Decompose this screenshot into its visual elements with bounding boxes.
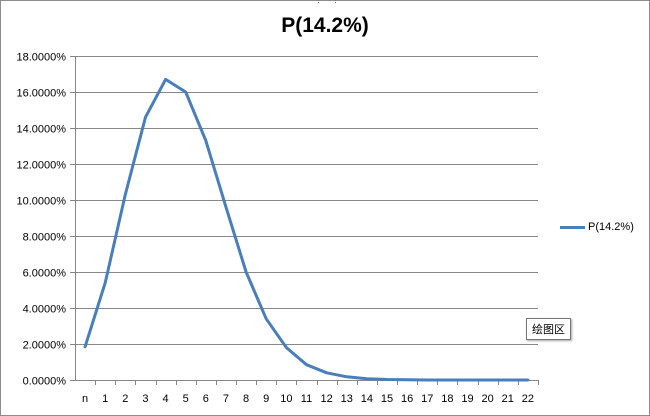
y-tick-label: 18.0000% — [16, 52, 66, 64]
x-tick-label: 6 — [203, 393, 209, 405]
plot-area-tooltip: 绘图区 — [526, 318, 571, 340]
x-tick-label: 11 — [301, 393, 312, 405]
y-tick-label: 0.0000% — [23, 376, 67, 388]
grid-lines — [75, 56, 538, 345]
legend[interactable]: P(14.2%) — [560, 221, 634, 233]
y-tick-label: 10.0000% — [16, 196, 66, 208]
y-tick-label: 16.0000% — [16, 88, 66, 100]
y-tick-label: 8.0000% — [23, 232, 67, 244]
resize-handle[interactable] — [318, 0, 336, 3]
x-tick-label: 18 — [441, 393, 453, 405]
x-tick-label: 15 — [381, 393, 393, 405]
x-tick-label: 5 — [183, 393, 189, 405]
x-tick-label: 12 — [321, 393, 333, 405]
axes — [75, 56, 538, 381]
y-tick-label: 12.0000% — [16, 160, 66, 172]
series-layer — [83, 77, 530, 382]
x-tick-label: 10 — [280, 393, 292, 405]
y-tick-label: 4.0000% — [23, 304, 67, 316]
x-tick-label: n — [82, 393, 88, 405]
x-tick-label: 3 — [142, 393, 148, 405]
x-tick-label: 21 — [502, 393, 514, 405]
y-tick-label: 6.0000% — [23, 268, 67, 280]
x-tick-label: 7 — [223, 393, 229, 405]
x-tick-label: 2 — [122, 393, 128, 405]
x-tick-label: 17 — [421, 393, 433, 405]
x-tick-label: 22 — [522, 393, 534, 405]
x-tick-label: 20 — [482, 393, 494, 405]
x-tick-label: 8 — [243, 393, 249, 405]
legend-swatch — [560, 225, 585, 229]
x-tick-label: 1 — [102, 393, 108, 405]
y-tick-label: 2.0000% — [23, 340, 67, 352]
x-tick-label: 4 — [163, 393, 169, 405]
x-axis-tick-labels: n 1 2 3 4 5 6 7 8 9 10 11 12 13 14 15 16 17 18 19 20 21 22 — [82, 380, 539, 405]
x-tick-label: 13 — [341, 393, 353, 405]
chart-title: P(14.2%) — [281, 14, 369, 37]
x-tick-label: 14 — [361, 393, 373, 405]
y-axis-tick-labels: 0.0000% 2.0000% 4.0000% 6.0000% 8.0000% 10.00… — [16, 52, 75, 388]
x-tick-label: 16 — [401, 393, 413, 405]
series-line[interactable] — [83, 77, 530, 382]
x-tick-label: 9 — [263, 393, 269, 405]
x-tick-label: 19 — [461, 393, 473, 405]
legend-label: P(14.2%) — [588, 221, 634, 233]
y-tick-label: 14.0000% — [16, 124, 66, 136]
